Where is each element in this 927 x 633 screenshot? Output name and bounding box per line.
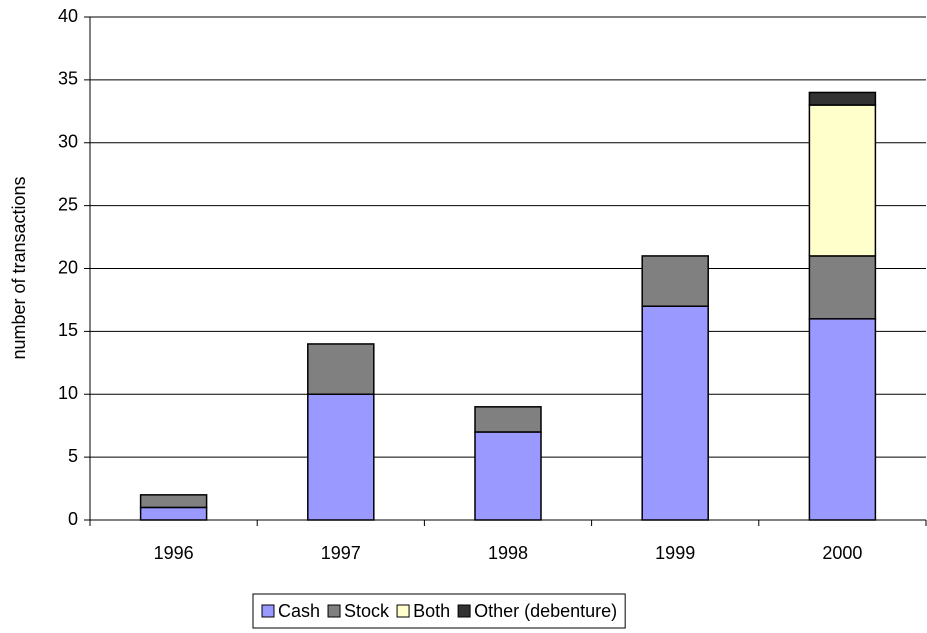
bar-segment xyxy=(474,431,542,521)
bar-segment xyxy=(474,406,542,433)
legend-label: Cash xyxy=(278,601,320,621)
bar-segment xyxy=(808,318,877,521)
bar-segment xyxy=(808,255,877,320)
legend-box xyxy=(252,593,626,629)
legend-swatch xyxy=(327,604,341,618)
x-tick-label: 1999 xyxy=(655,543,695,563)
x-tick-label: 2000 xyxy=(822,543,862,563)
y-tick-label: 35 xyxy=(58,69,78,89)
bar-segment xyxy=(641,305,709,521)
y-tick-label: 15 xyxy=(58,320,78,340)
y-tick-label: 25 xyxy=(58,194,78,214)
legend: Cash Stock Both Other (debenture) xyxy=(252,593,626,629)
bar-segment xyxy=(139,494,208,509)
y-tick-label: 20 xyxy=(58,257,78,277)
legend-label: Stock xyxy=(344,601,390,621)
legend-swatch xyxy=(396,604,410,618)
legend-swatch xyxy=(457,604,471,618)
legend-label: Other (debenture) xyxy=(474,601,617,621)
bar-segment xyxy=(307,393,375,521)
y-tick-label: 10 xyxy=(58,383,78,403)
y-tick-label: 5 xyxy=(68,446,78,466)
bar-segment xyxy=(808,91,877,106)
bar-segment xyxy=(139,506,208,521)
legend-swatch xyxy=(261,604,275,618)
bar-segment xyxy=(307,343,375,396)
x-tick-label: 1997 xyxy=(321,543,361,563)
y-axis-label: number of transactions xyxy=(9,176,29,359)
y-tick-label: 0 xyxy=(68,509,78,529)
legend-label: Both xyxy=(413,601,450,621)
y-tick-label: 30 xyxy=(58,132,78,152)
x-tick-label: 1998 xyxy=(488,543,528,563)
bar-segment xyxy=(641,255,709,307)
y-tick-label: 40 xyxy=(58,6,78,26)
x-tick-label: 1996 xyxy=(154,543,194,563)
bar-segment xyxy=(808,104,877,257)
